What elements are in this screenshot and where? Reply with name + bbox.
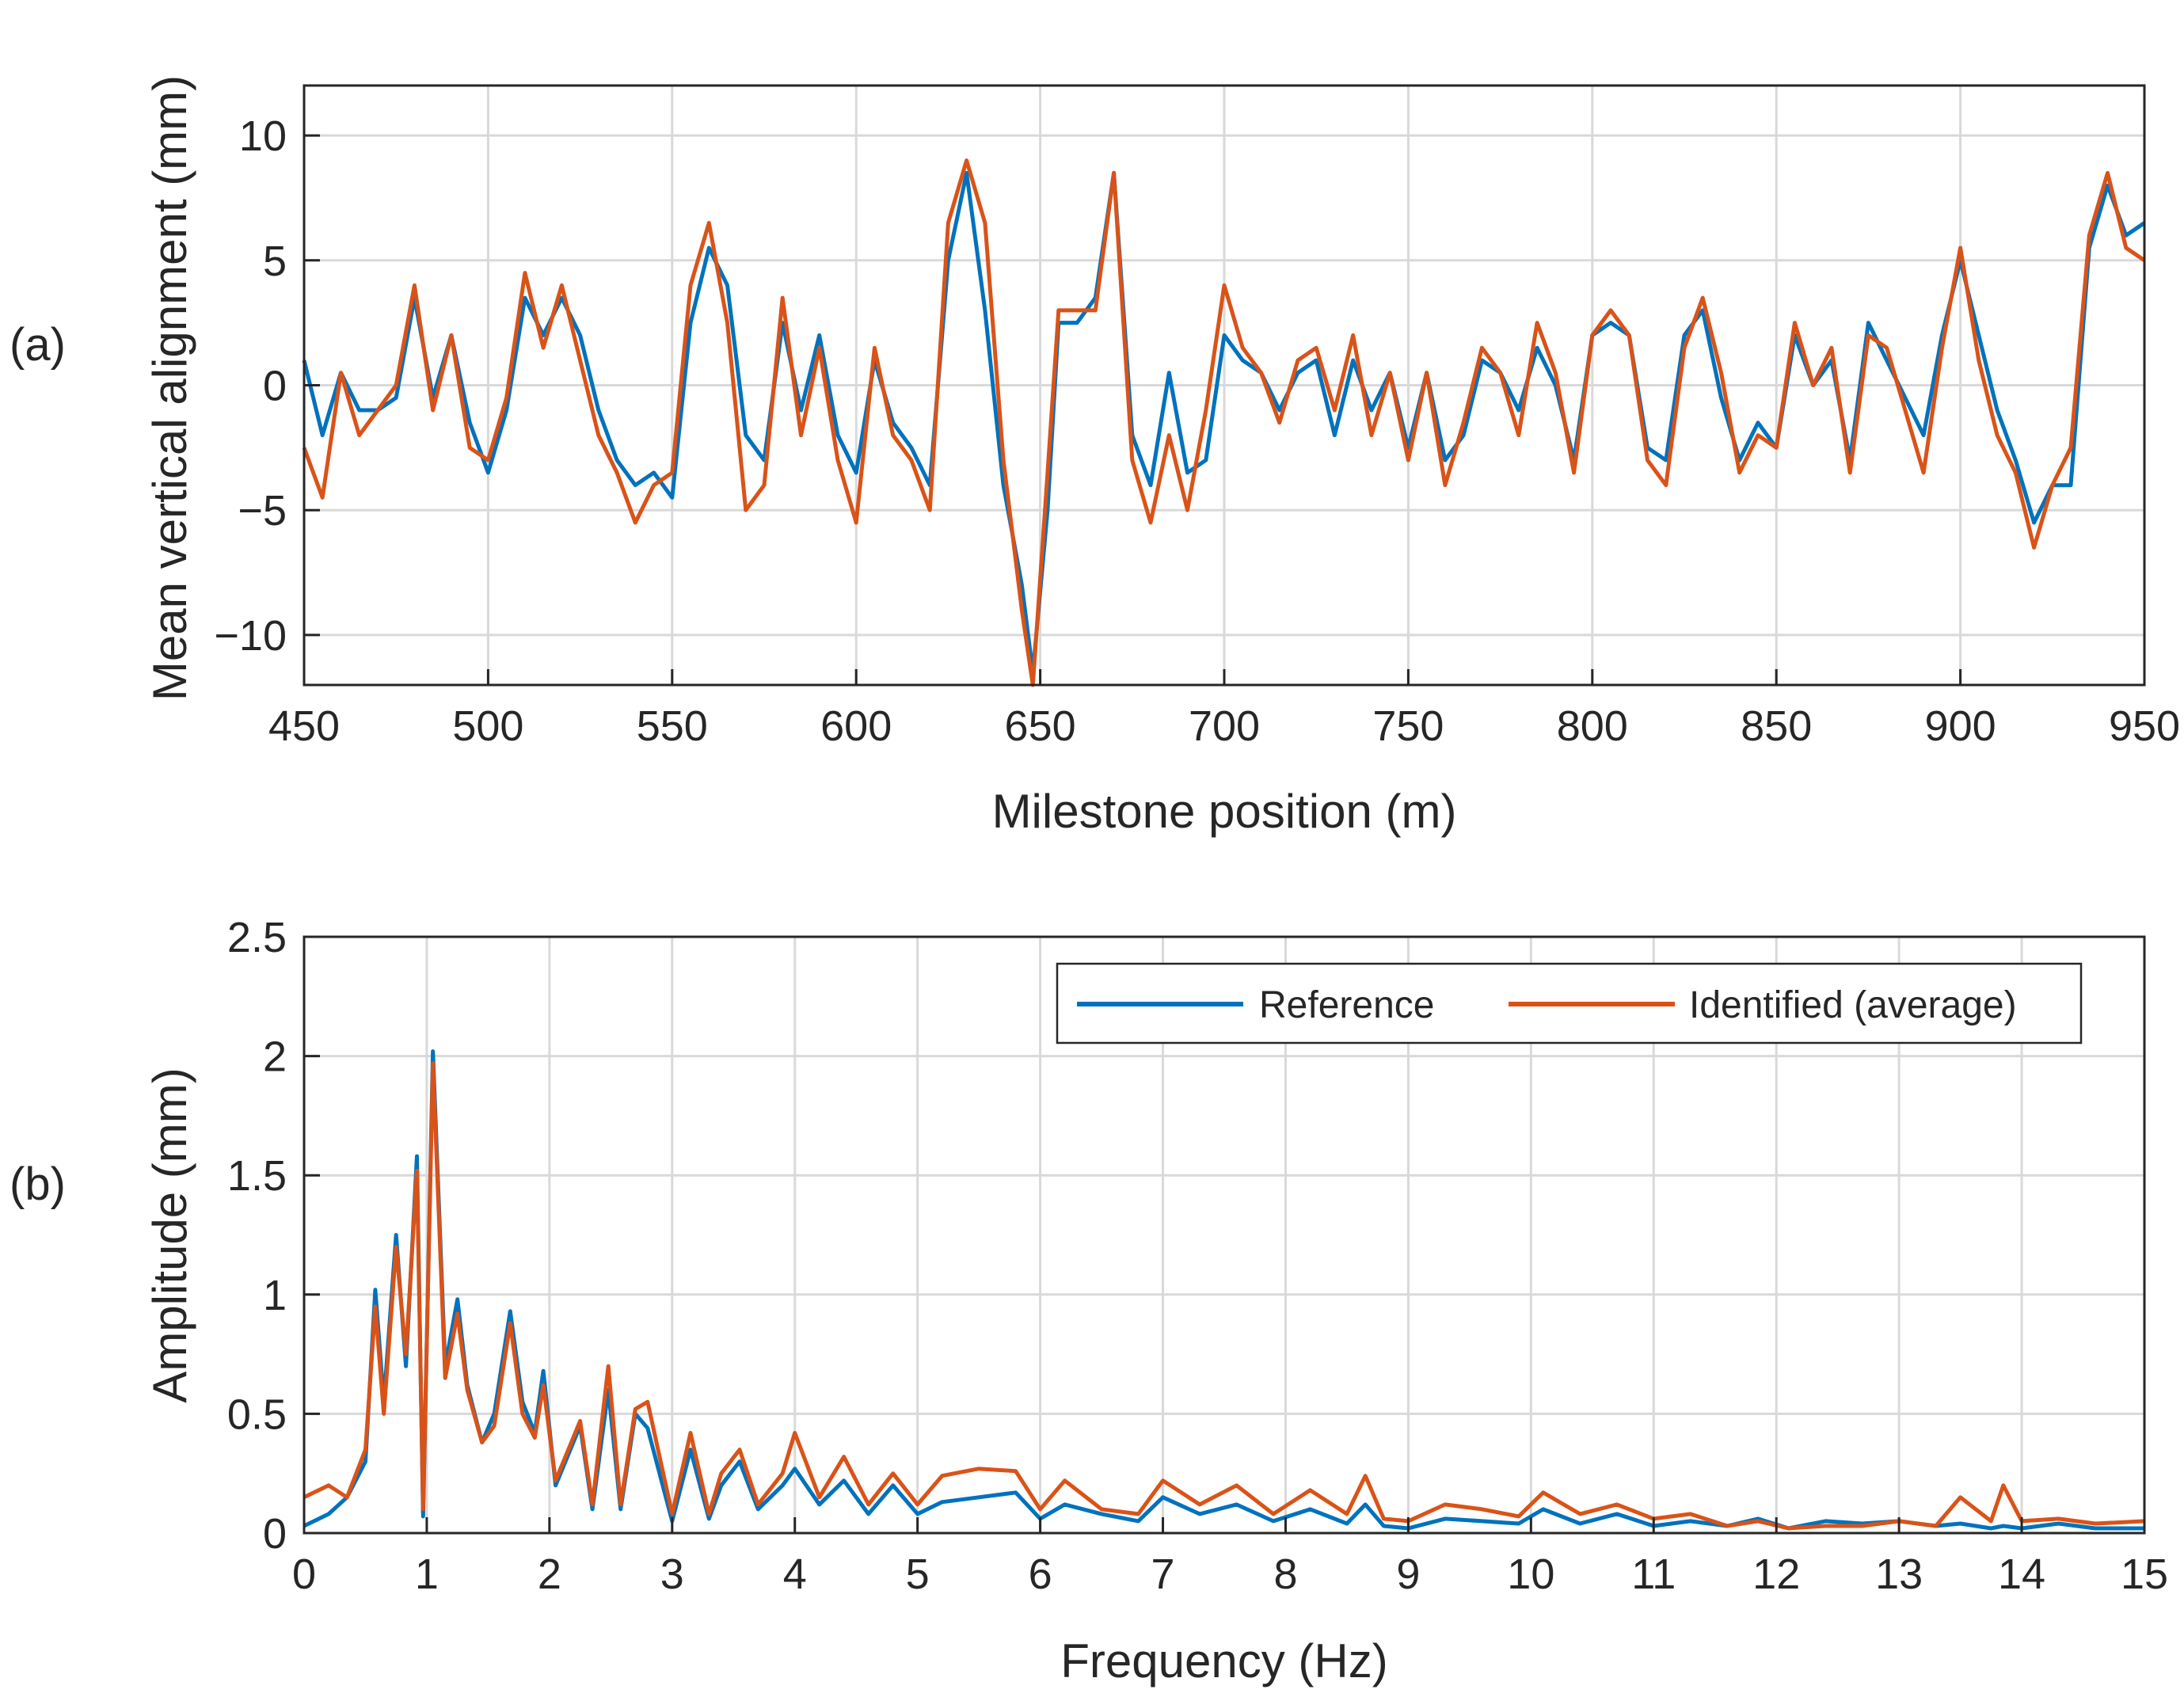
x-tick-label: 800 [1557,702,1628,750]
panel-a-identified-line [302,158,2146,687]
x-tick-label: 600 [820,702,892,750]
y-tick-label: 1.5 [227,1152,287,1200]
y-tick-label: 5 [263,238,287,285]
x-tick-label: 11 [1631,1551,1676,1598]
panel-b-chart: (b) 0 1 2 3 4 5 6 7 8 9 10 11 12 13 14 152.521.510.50 F… [10,914,2168,1687]
legend-reference-label: Reference [1259,984,1434,1026]
x-tick-label: 1 [415,1551,439,1598]
x-tick-label: 4 [783,1551,807,1598]
y-tick-label: 0.5 [227,1391,287,1438]
x-tick-label: 5 [906,1551,930,1598]
legend-identified-label: Identified (average) [1689,984,2017,1026]
x-tick-label: 0 [292,1551,316,1598]
x-tick-label: 13 [1875,1551,1923,1598]
panel-a-ticks: 450 500 550 600 650 700 750 800 850 900 950 10 5 0 −5 −… [214,112,2180,750]
x-tick-label: 3 [660,1551,684,1598]
panel-b-x-axis-title: Frequency (Hz) [1060,1634,1387,1687]
panel-a-chart: (a) 450 500 550 600 650 700 750 800 850 900 950 10 5… [10,75,2180,838]
panel-b-reference-line [302,1049,2144,1531]
x-tick-label: 950 [2109,702,2180,750]
x-tick-label: 7 [1151,1551,1175,1598]
y-tick-label: −5 [238,487,287,535]
y-tick-label: 10 [239,112,287,160]
panel-b-identified-line [302,1061,2145,1531]
x-tick-label: 8 [1273,1551,1297,1598]
x-tick-label: 9 [1396,1551,1420,1598]
x-tick-label: 12 [1752,1551,1800,1598]
panel-b-ticks: 0 1 2 3 4 5 6 7 8 9 10 11 12 13 14 152.521.510.50 [227,914,2168,1598]
y-tick-label: 0 [263,363,287,410]
y-tick-label: 2.5 [227,914,287,961]
y-tick-label: −10 [214,612,287,660]
panel-a-series [302,158,2146,687]
x-tick-label: 2 [538,1551,561,1598]
x-tick-label: 6 [1029,1551,1052,1598]
x-tick-label: 750 [1372,702,1444,750]
x-tick-label: 450 [268,702,340,750]
x-tick-label: 850 [1741,702,1812,750]
x-tick-label: 10 [1507,1551,1554,1598]
panel-b-label: (b) [10,1159,66,1210]
x-tick-label: 14 [1998,1551,2045,1598]
y-tick-label: 1 [263,1272,287,1319]
y-tick-label: 2 [263,1033,287,1081]
x-tick-label: 700 [1189,702,1260,750]
x-tick-label: 900 [1925,702,1996,750]
legend: Reference Identified (average) [1056,962,2083,1044]
panel-a-grid [302,86,2146,685]
panel-b-y-axis-title: Amplitude (mm) [143,1067,196,1402]
y-tick-label: 0 [263,1510,287,1558]
panel-b-series [302,1049,2145,1531]
x-tick-label: 550 [637,702,708,750]
panel-a-label: (a) [10,319,66,371]
x-tick-label: 500 [452,702,523,750]
panel-a-x-axis-title: Milestone position (m) [992,785,1457,838]
x-tick-label: 15 [2121,1551,2168,1598]
panel-a-y-axis-title: Mean vertical alignment (mm) [143,75,196,701]
panel-b-axes-box [302,935,2146,1535]
x-tick-label: 650 [1005,702,1076,750]
